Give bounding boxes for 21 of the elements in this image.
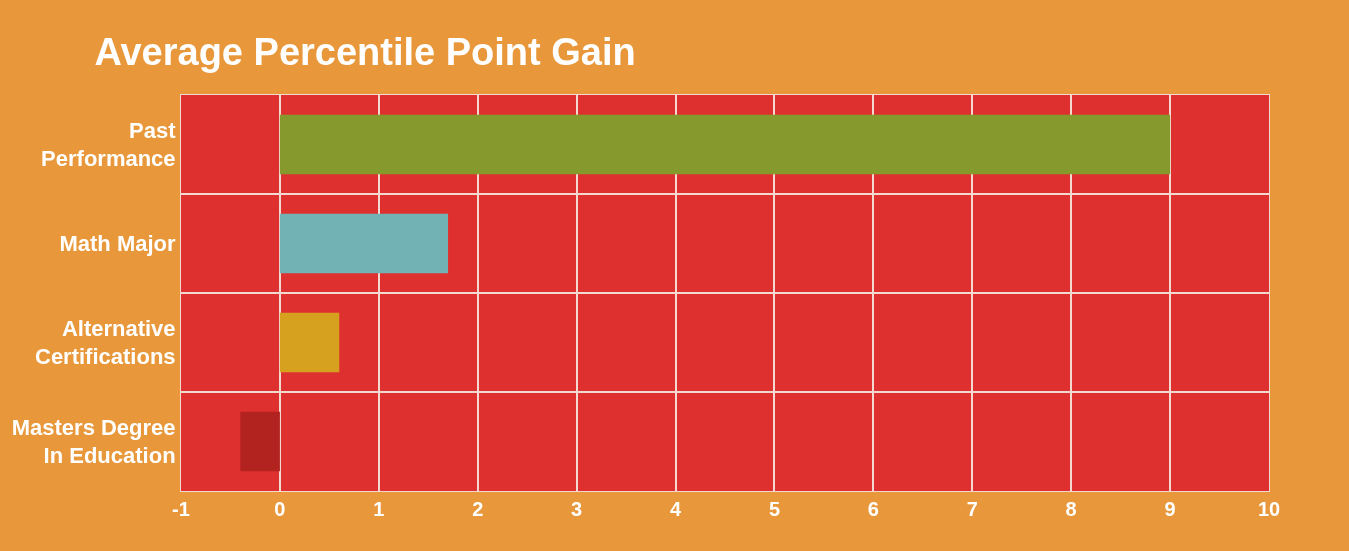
- y-tick-label: Past Performance: [41, 117, 177, 172]
- y-tick-label: Alternative Certifications: [35, 315, 176, 370]
- x-tick-label: 10: [1257, 498, 1281, 520]
- bar: [279, 312, 340, 373]
- x-tick-label: 5: [768, 498, 781, 520]
- x-tick-label: 4: [669, 498, 682, 520]
- x-tick-label: 1: [373, 498, 385, 520]
- x-tick-label: 3: [571, 498, 583, 520]
- bar: [279, 114, 1171, 175]
- x-tick-label: 6: [867, 498, 879, 520]
- x-tick-label: 7: [966, 498, 978, 520]
- bar: [279, 213, 449, 274]
- x-tick-label: 8: [1065, 498, 1077, 520]
- x-tick-label: 2: [472, 498, 484, 520]
- bar: [240, 411, 280, 472]
- x-tick-label: -1: [172, 498, 190, 520]
- x-tick-label: 0: [274, 498, 286, 520]
- y-tick-label: Masters Degree In Education: [11, 414, 176, 469]
- chart-title: Average Percentile Point Gain: [94, 31, 636, 74]
- y-tick-label: Math Major: [59, 231, 177, 257]
- x-tick-label: 9: [1164, 498, 1176, 520]
